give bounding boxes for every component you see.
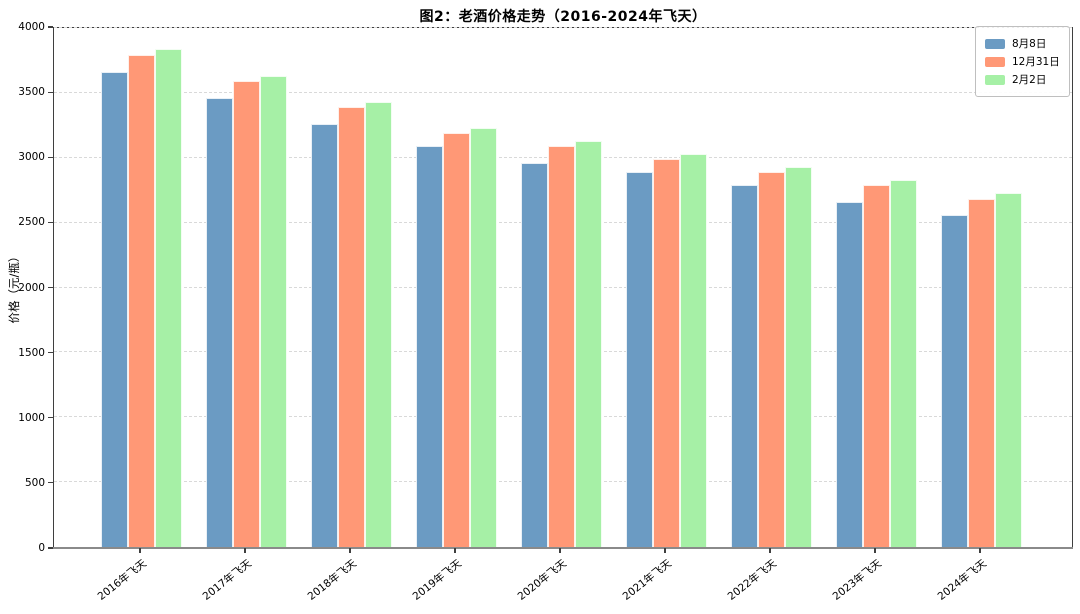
- x-tick-mark: [244, 548, 246, 553]
- x-tick-mark: [979, 548, 981, 553]
- bar-12月31日-2020年飞天: [547, 145, 575, 547]
- y-tick-mark: [48, 91, 53, 93]
- bar-2月2日-2019年飞天: [469, 127, 497, 547]
- bar-12月31日-2017年飞天: [232, 80, 260, 547]
- legend-label: 12月31日: [1012, 56, 1060, 68]
- x-tick-mark: [139, 548, 141, 553]
- bar-8月8日-2021年飞天: [625, 171, 653, 547]
- x-axis-line: [52, 547, 1073, 550]
- legend-swatch-icon: [985, 38, 1005, 49]
- x-tick-mark: [874, 548, 876, 553]
- y-axis-label: 价格（元/瓶）: [7, 250, 21, 324]
- bar-8月8日-2022年飞天: [730, 184, 758, 547]
- x-tick-label-text: 2021年飞天: [620, 557, 674, 603]
- chart-title: 图2：老酒价格走势（2016-2024年飞天）: [419, 9, 707, 25]
- y-tick-label: 4000: [18, 21, 45, 33]
- bar-8月8日-2023年飞天: [835, 201, 863, 547]
- y-tick-mark: [48, 547, 53, 549]
- y-tick-mark: [48, 352, 53, 354]
- y-tick-mark: [48, 417, 53, 419]
- y-tick-mark: [48, 26, 53, 28]
- y-tick-label: 3000: [18, 151, 45, 164]
- bar-2月2日-2023年飞天: [889, 179, 917, 547]
- x-tick-label-text: 2018年飞天: [305, 557, 359, 603]
- bar-2月2日-2016年飞天: [154, 49, 182, 547]
- bar-12月31日-2022年飞天: [757, 171, 785, 547]
- bar-8月8日-2017年飞天: [205, 97, 233, 547]
- bar-12月31日-2023年飞天: [862, 184, 890, 547]
- y-tick-label: 0: [38, 542, 45, 554]
- bar-2月2日-2020年飞天: [574, 140, 602, 547]
- legend-swatch-icon: [985, 74, 1005, 85]
- bar-12月31日-2021年飞天: [652, 158, 680, 547]
- legend-entry: 12月31日: [985, 54, 1060, 69]
- y-tick-label: 500: [24, 476, 45, 489]
- y-tick-mark: [48, 156, 53, 158]
- y-tick-mark: [48, 286, 53, 289]
- gridline: [54, 91, 1072, 93]
- x-tick-mark: [349, 548, 351, 553]
- bar-2月2日-2024年飞天: [994, 192, 1022, 547]
- bar-12月31日-2024年飞天: [967, 199, 995, 547]
- y-tick-mark: [48, 221, 53, 223]
- x-tick-label-text: 2023年飞天: [830, 557, 884, 603]
- y-tick-label: 2500: [18, 216, 45, 229]
- bar-8月8日-2024年飞天: [940, 214, 968, 547]
- plot-area: [53, 27, 1073, 548]
- bar-2月2日-2022年飞天: [784, 166, 812, 547]
- x-tick-mark: [769, 548, 771, 553]
- bar-2月2日-2021年飞天: [679, 153, 707, 547]
- bar-8月8日-2019年飞天: [415, 145, 443, 547]
- legend-entry: 8月8日: [985, 36, 1060, 51]
- x-tick-mark: [559, 548, 561, 553]
- x-tick-label-text: 2022年飞天: [725, 557, 779, 603]
- x-tick-label-text: 2020年飞天: [515, 557, 569, 603]
- bar-12月31日-2016年飞天: [127, 54, 155, 547]
- bar-2月2日-2017年飞天: [259, 75, 287, 547]
- y-tick-label: 2000: [18, 281, 45, 294]
- x-tick-label-text: 2017年飞天: [200, 557, 254, 603]
- legend-swatch-icon: [985, 56, 1005, 67]
- plot-inner: [54, 27, 1072, 547]
- y-tick-label: 3500: [18, 86, 45, 99]
- legend-label: 8月8日: [1012, 38, 1047, 50]
- y-tick-label: 1000: [18, 411, 45, 424]
- bar-8月8日-2020年飞天: [520, 162, 548, 547]
- legend: 8月8日 12月31日 2月2日: [975, 26, 1070, 97]
- bar-12月31日-2019年飞天: [442, 132, 470, 547]
- bar-8月8日-2018年飞天: [310, 123, 338, 547]
- x-tick-label-text: 2016年飞天: [95, 557, 149, 603]
- x-tick-mark: [664, 548, 666, 553]
- gridline: [54, 27, 1072, 28]
- y-tick-mark: [48, 482, 53, 484]
- bar-2月2日-2018年飞天: [364, 101, 392, 547]
- x-tick-label-text: 2024年飞天: [935, 557, 989, 603]
- bar-12月31日-2018年飞天: [337, 106, 365, 547]
- bar-8月8日-2016年飞天: [100, 71, 128, 547]
- legend-entry: 2月2日: [985, 72, 1060, 87]
- legend-label: 2月2日: [1012, 74, 1047, 86]
- y-tick-label: 1500: [18, 346, 45, 359]
- x-tick-mark: [454, 548, 456, 553]
- x-tick-label-text: 2019年飞天: [410, 557, 464, 603]
